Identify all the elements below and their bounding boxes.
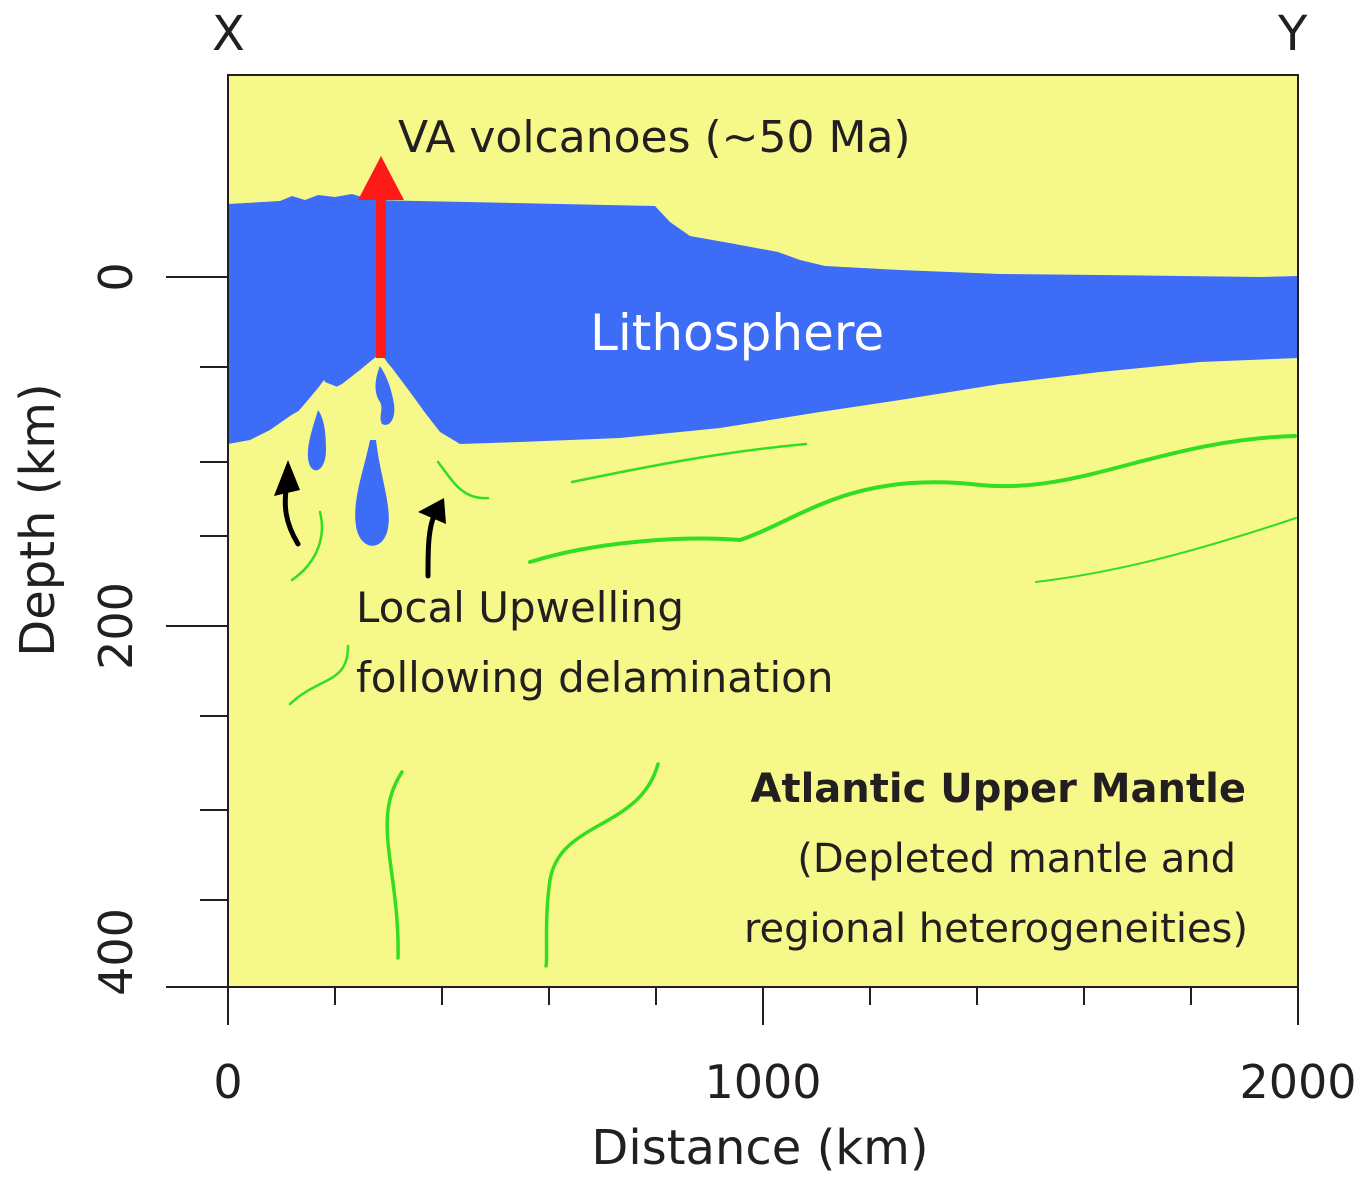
- lithosphere-layer: [228, 194, 1298, 444]
- mantle-label-line3: regional heterogeneities): [744, 906, 1248, 952]
- endpoint-x-label: X: [212, 6, 245, 62]
- delaminated-drip: [355, 440, 389, 546]
- endpoint-y-label: Y: [1277, 6, 1308, 62]
- x-tick-label: 0: [213, 1055, 242, 1109]
- x-axis-title: Distance (km): [591, 1120, 928, 1176]
- upwelling-label-line2: following delamination: [356, 653, 833, 702]
- heterogeneity-line: [436, 460, 490, 500]
- mantle-label-line2: (Depleted mantle and: [797, 836, 1236, 882]
- x-tick-label: 2000: [1239, 1055, 1356, 1109]
- lithosphere-label: Lithosphere: [590, 304, 884, 362]
- y-axis-ticks: [166, 276, 228, 988]
- upwelling-arrows: [274, 460, 446, 579]
- arrow-head: [274, 460, 300, 496]
- upwelling-plume: [262, 354, 458, 452]
- heterogeneity-lines: [288, 434, 1297, 968]
- heterogeneity-line: [528, 434, 1297, 564]
- volcano-label: VA volcanoes (~50 Ma): [398, 112, 911, 163]
- y-tick-label: 200: [89, 582, 143, 670]
- delaminated-drip: [307, 410, 326, 471]
- heterogeneity-line: [544, 762, 660, 968]
- y-tick-label: 0: [89, 262, 143, 291]
- heterogeneity-line: [385, 770, 404, 960]
- volcano-arrow: [358, 156, 404, 358]
- upwelling-arrow-right: [425, 513, 437, 579]
- x-tick-label: 1000: [704, 1055, 821, 1109]
- upwelling-label-line1: Local Upwelling: [356, 583, 684, 632]
- heterogeneity-line: [290, 510, 324, 582]
- arrow-head: [418, 498, 446, 524]
- heterogeneity-line: [570, 442, 808, 484]
- mantle-label-title: Atlantic Upper Mantle: [751, 766, 1247, 812]
- heterogeneity-line: [1035, 517, 1297, 583]
- y-axis-title: Depth (km): [10, 383, 66, 656]
- y-tick-label: 400: [89, 908, 143, 996]
- heterogeneity-line: [288, 644, 350, 706]
- delaminated-drip: [375, 366, 395, 425]
- x-axis-ticks: [227, 987, 1299, 1025]
